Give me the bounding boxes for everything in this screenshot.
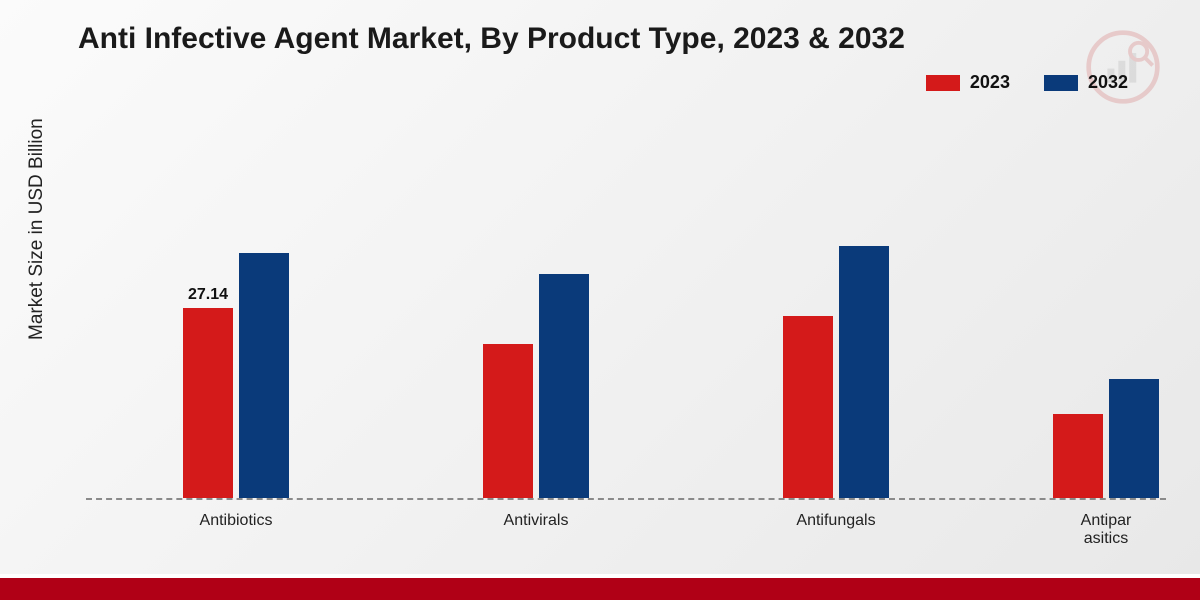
bar-group <box>1053 379 1159 498</box>
x-axis-category-label: Antibiotics <box>176 512 296 530</box>
legend-item-2032: 2032 <box>1044 72 1128 93</box>
plot-area: 27.14AntibioticsAntiviralsAntifungalsAnt… <box>86 150 1166 500</box>
x-axis-category-label: Antivirals <box>476 512 596 530</box>
bar-group <box>783 246 889 498</box>
bar-2023: 27.14 <box>183 308 233 498</box>
bar-2032 <box>839 246 889 498</box>
bar-group <box>483 274 589 498</box>
legend-label-2032: 2032 <box>1088 72 1128 93</box>
legend-label-2023: 2023 <box>970 72 1010 93</box>
bar-value-label: 27.14 <box>188 286 228 304</box>
bar-2032 <box>239 253 289 498</box>
bar-2023 <box>483 344 533 498</box>
bar-2023 <box>1053 414 1103 498</box>
footer-bar <box>0 578 1200 600</box>
chart-container: Anti Infective Agent Market, By Product … <box>0 0 1200 600</box>
watermark-logo <box>1084 28 1162 106</box>
legend: 2023 2032 <box>926 72 1128 93</box>
legend-item-2023: 2023 <box>926 72 1010 93</box>
x-axis-baseline <box>86 498 1166 500</box>
chart-title: Anti Infective Agent Market, By Product … <box>78 22 905 56</box>
bar-2032 <box>1109 379 1159 498</box>
x-axis-category-label: Antifungals <box>776 512 896 530</box>
x-axis-category-label: Antipar asitics <box>1046 512 1166 549</box>
bar-2023 <box>783 316 833 498</box>
legend-swatch-2023 <box>926 75 960 91</box>
bar-2032 <box>539 274 589 498</box>
legend-swatch-2032 <box>1044 75 1078 91</box>
bar-group: 27.14 <box>183 253 289 498</box>
y-axis-label: Market Size in USD Billion <box>26 118 48 340</box>
